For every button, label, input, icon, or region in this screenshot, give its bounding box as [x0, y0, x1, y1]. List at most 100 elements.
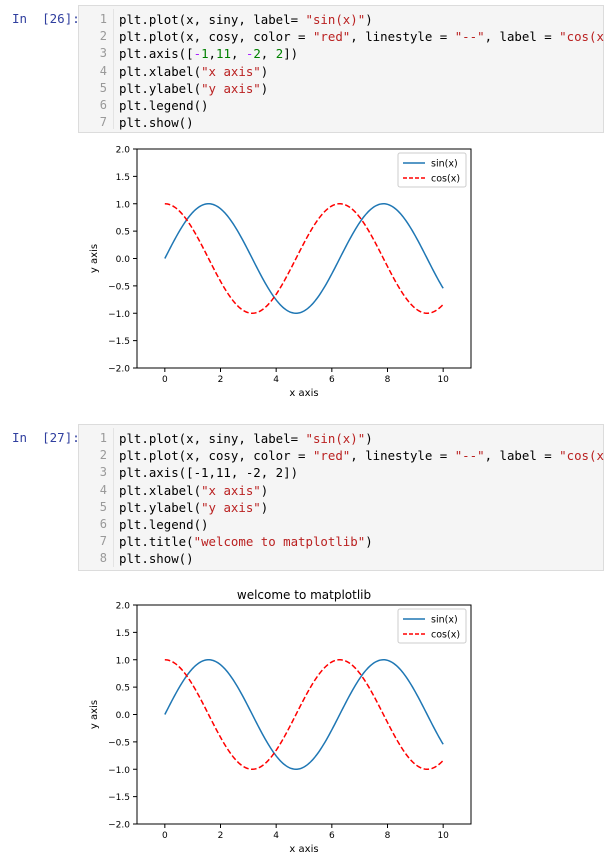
- line-gutter: [113, 9, 114, 129]
- code-token: "sin(x)": [305, 431, 366, 446]
- series-line-cosx: [164, 203, 444, 315]
- code-token: ): [365, 534, 373, 550]
- y-tick-label: 1.5: [116, 173, 130, 183]
- x-axis-label: x axis: [289, 844, 318, 855]
- line-number: 4: [99, 482, 107, 497]
- code-line[interactable]: plt.plot(x, cosy, color = "red", linesty…: [119, 448, 606, 463]
- code-token: plt.plot(x, cosy, color =: [119, 29, 313, 45]
- code-line[interactable]: plt.plot(x, siny, label= "sin(x)"): [119, 431, 373, 446]
- x-tick-label: 8: [385, 375, 391, 385]
- code-token: plt.show(): [119, 115, 194, 131]
- code-line[interactable]: plt.legend(): [119, 517, 209, 532]
- y-tick-label: −1.5: [108, 793, 130, 803]
- code-token: "y axis": [201, 80, 261, 96]
- x-tick-label: 4: [273, 375, 279, 385]
- code-editor[interactable]: 1 2 3 4 5 6 7 plt.plot(x, siny, label= "sin(x)"…: [78, 5, 606, 133]
- chart-title: welcome to matplotlib: [237, 588, 371, 602]
- code-token: ,: [208, 46, 217, 62]
- code-token: plt.plot(x, siny, label=: [119, 12, 306, 27]
- series-line-sinx: [164, 202, 444, 315]
- x-axis-label: x axis: [289, 388, 318, 399]
- code-token: plt.ylabel(: [119, 80, 202, 96]
- code-token: , label =: [484, 29, 560, 45]
- y-tick-label: 1.0: [116, 656, 131, 666]
- line-number: 3: [99, 46, 107, 61]
- legend-label: cos(x): [431, 630, 460, 641]
- y-tick-label: −2.0: [108, 821, 130, 831]
- code-token: ): [365, 12, 373, 27]
- execution-count: [27]:: [42, 430, 80, 445]
- legend-label: sin(x): [431, 615, 458, 626]
- code-line[interactable]: plt.xlabel("x axis"): [119, 483, 268, 498]
- code-line[interactable]: plt.ylabel("y axis"): [119, 81, 268, 96]
- code-token: "cos(x)": [559, 29, 606, 45]
- line-number: 2: [99, 29, 107, 44]
- code-token: plt.xlabel(: [119, 63, 202, 79]
- prompt-label: In: [12, 11, 28, 26]
- code-line[interactable]: plt.show(): [119, 115, 194, 130]
- line-number: 4: [99, 63, 107, 78]
- chart-legend: sin(x) cos(x): [397, 152, 467, 188]
- y-tick-label: −1.0: [108, 766, 130, 776]
- code-token: ): [260, 482, 269, 498]
- code-token: , linestyle =: [350, 29, 455, 45]
- code-token: ,: [230, 46, 246, 62]
- series-line-cosx: [164, 659, 444, 771]
- x-tick-label: 8: [385, 831, 391, 841]
- y-tick-label: 2.0: [116, 146, 131, 156]
- code-line[interactable]: plt.show(): [119, 551, 194, 566]
- chart-legend: sin(x) cos(x): [397, 608, 467, 644]
- code-token: "x axis": [201, 482, 261, 498]
- code-token: 1: [201, 46, 209, 62]
- x-tick-label: 10: [437, 831, 449, 841]
- line-number: 5: [99, 499, 107, 514]
- line-number: 2: [99, 448, 107, 463]
- legend-label: sin(x): [431, 159, 458, 170]
- code-line[interactable]: plt.plot(x, siny, label= "sin(x)"): [119, 12, 373, 27]
- code-editor[interactable]: 1 2 3 4 5 6 7 8 plt.plot(x, siny, label= "sin(x)…: [78, 424, 606, 571]
- code-token: "red": [312, 448, 351, 464]
- code-line[interactable]: plt.ylabel("y axis"): [119, 500, 268, 515]
- execution-count: [26]:: [42, 11, 80, 26]
- line-chart: 2.0 1.5 1.0 0.5 0.0 −0.5 −1.0 −1.5 −2.0 0 2 4 6 8 10 x …: [89, 146, 472, 399]
- y-tick-label: 2.0: [116, 602, 131, 612]
- x-tick-label: 6: [329, 375, 335, 385]
- y-tick-label: 1.5: [116, 629, 130, 639]
- code-token: "x axis": [201, 63, 261, 79]
- x-tick-label: 6: [329, 831, 335, 841]
- y-tick-label: −0.5: [108, 282, 130, 292]
- code-line[interactable]: plt.plot(x, cosy, color = "red", linesty…: [119, 29, 606, 44]
- code-token: plt.legend(): [119, 98, 209, 113]
- code-token: "cos(x)": [559, 448, 606, 464]
- code-line[interactable]: plt.legend(): [119, 98, 209, 113]
- code-token: ]): [283, 46, 299, 62]
- y-tick-label: −1.5: [108, 337, 130, 347]
- code-line[interactable]: plt.xlabel("x axis"): [119, 64, 268, 79]
- x-tick-label: 10: [437, 375, 449, 385]
- y-axis-label: y axis: [89, 700, 100, 729]
- y-tick-label: 0.5: [116, 228, 130, 238]
- y-tick-label: 0.0: [116, 255, 131, 265]
- code-token: ): [260, 499, 269, 515]
- line-number: 6: [99, 517, 107, 531]
- code-token: 2: [275, 46, 284, 62]
- line-number: 1: [99, 12, 107, 26]
- code-line[interactable]: plt.title("welcome to matplotlib"): [119, 534, 373, 549]
- y-tick-label: −2.0: [108, 365, 130, 375]
- code-token: "--": [454, 448, 485, 464]
- y-tick-label: 0.0: [116, 711, 131, 721]
- code-token: "y axis": [201, 499, 261, 515]
- y-tick-label: −1.0: [108, 310, 130, 320]
- x-tick-label: 2: [218, 375, 224, 385]
- code-line[interactable]: plt.axis([-1,11, -2, 2]): [119, 46, 298, 61]
- code-token: plt.plot(x, cosy, color =: [119, 448, 313, 464]
- code-token: 2: [253, 46, 261, 62]
- code-token: "red": [312, 29, 351, 45]
- line-number: 5: [99, 80, 107, 95]
- x-tick-label: 4: [273, 831, 279, 841]
- code-line[interactable]: plt.axis([-1,11, -2, 2]): [119, 465, 298, 480]
- code-token: ): [260, 80, 269, 96]
- code-token: ): [260, 63, 269, 79]
- line-gutter: [113, 428, 114, 567]
- y-axis-label: y axis: [89, 244, 100, 273]
